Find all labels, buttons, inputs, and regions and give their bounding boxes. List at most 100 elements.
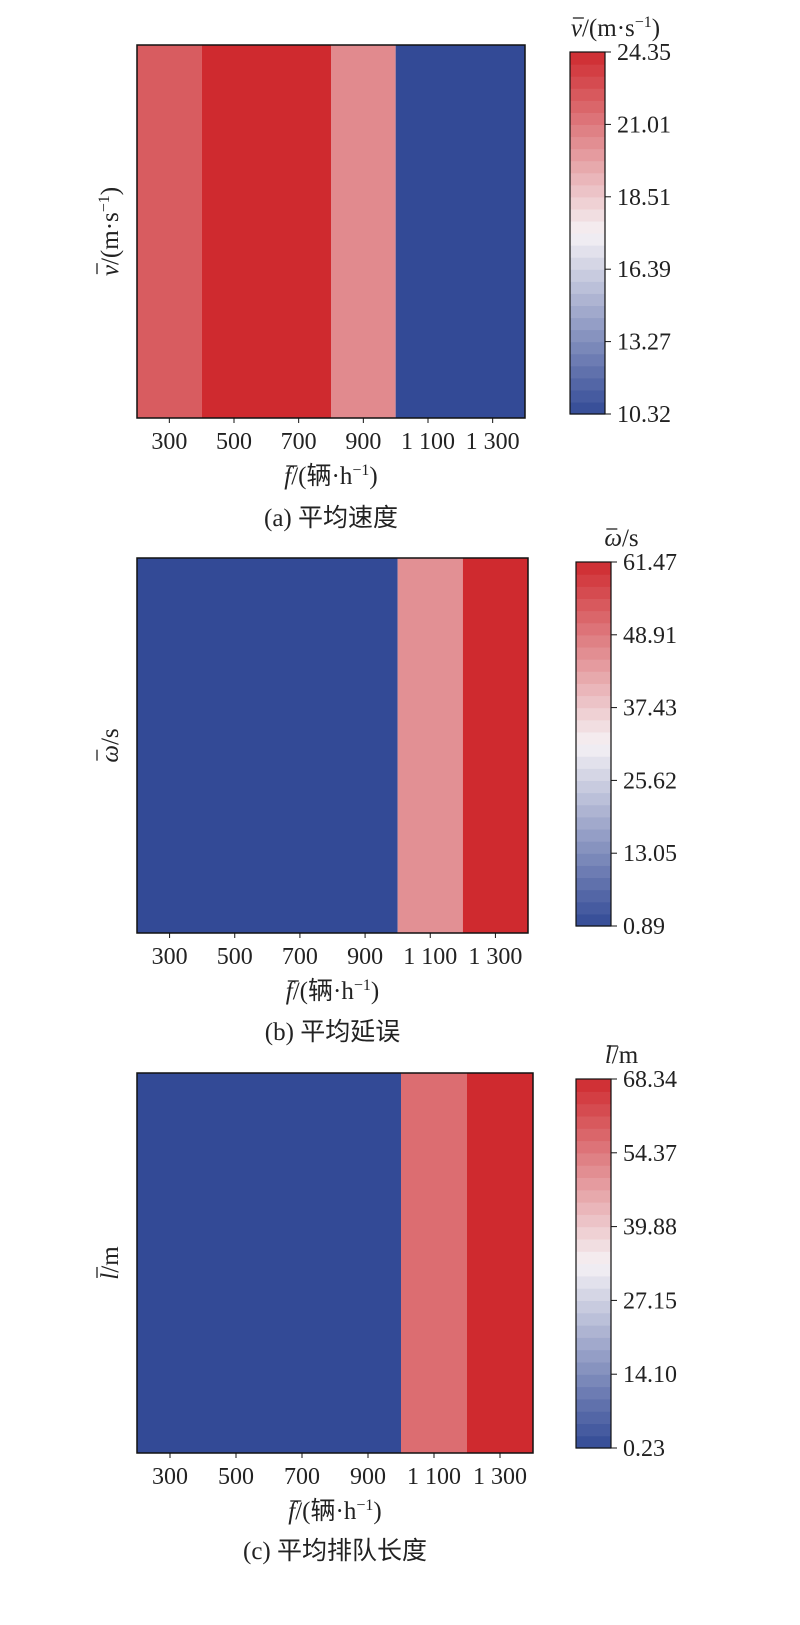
colorbar-band [570, 100, 605, 113]
colorbar-band [576, 1091, 611, 1105]
y-axis-label: ω/s [97, 728, 124, 762]
colorbar-tick-label: 14.10 [623, 1362, 677, 1388]
colorbar-band [576, 1103, 611, 1117]
x-tick-label: 300 [151, 429, 187, 455]
colorbar-tick-label: 18.51 [617, 185, 671, 211]
panel-caption: (a) 平均速度 [264, 504, 398, 532]
x-tick-label: 700 [284, 1464, 320, 1490]
x-tick-label: 1 300 [466, 429, 520, 455]
colorbar-band [576, 1238, 611, 1252]
colorbar-band [576, 756, 611, 769]
colorbar-tick-label: 13.27 [617, 330, 671, 356]
colorbar-band [570, 196, 605, 210]
colorbar-band [576, 634, 611, 648]
colorbar-band [570, 269, 605, 282]
colorbar-band [576, 1349, 611, 1363]
colorbar-tick-label: 13.05 [623, 841, 677, 867]
colorbar-band [576, 586, 611, 599]
colorbar-band [576, 913, 611, 927]
colorbar-band [576, 744, 611, 757]
heatmap-cell [397, 558, 463, 933]
colorbar-band [570, 148, 605, 162]
colorbar-band [570, 305, 605, 319]
colorbar-band [576, 622, 611, 636]
colorbar-band [570, 257, 605, 270]
colorbar-band [576, 1398, 611, 1412]
colorbar-band [576, 1079, 611, 1092]
colorbar-band [576, 1128, 611, 1142]
colorbar-tick-label: 48.91 [623, 623, 677, 649]
x-tick-label: 900 [347, 944, 383, 970]
colorbar-band [576, 1423, 611, 1437]
heatmap-cell [467, 1073, 533, 1453]
colorbar-band [570, 64, 605, 77]
colorbar-band [576, 877, 611, 891]
x-axis-label: f/(辆·h−1) [284, 462, 377, 490]
x-tick-label: 500 [216, 429, 252, 455]
colorbar-band [576, 889, 611, 903]
x-tick-label: 1 100 [407, 1464, 461, 1490]
colorbar-band [576, 1374, 611, 1388]
colorbar-band [570, 365, 605, 379]
colorbar-band [570, 389, 605, 403]
colorbar-band [576, 1263, 611, 1277]
colorbar-band [576, 1115, 611, 1129]
x-tick-label: 300 [152, 944, 188, 970]
x-tick-label: 1 100 [401, 429, 455, 455]
colorbar-band [576, 1288, 611, 1301]
colorbar-tick-label: 37.43 [623, 696, 677, 722]
colorbar-band [570, 76, 605, 89]
colorbar-band [576, 646, 611, 660]
colorbar-band [576, 1226, 611, 1240]
colorbar-tick-label: 21.01 [617, 112, 671, 138]
colorbar-tick-label: 25.62 [623, 768, 677, 794]
colorbar-band [576, 1411, 611, 1424]
x-axis-label: f/(辆·h−1) [286, 977, 379, 1005]
colorbar-band [576, 1165, 611, 1178]
x-tick-label: 1 300 [468, 944, 522, 970]
colorbar-band [576, 1325, 611, 1338]
colorbar-band [576, 768, 611, 781]
colorbar-tick-label: 27.15 [623, 1288, 677, 1314]
colorbar-band [576, 780, 611, 794]
colorbar-title: v/(m·s−1) [571, 14, 660, 42]
colorbar-band [570, 245, 605, 258]
x-tick-label: 700 [282, 944, 318, 970]
heatmap-cell [137, 45, 202, 418]
colorbar-band [576, 828, 611, 842]
panel-caption: (c) 平均排队长度 [243, 1537, 427, 1565]
heatmap-cell [201, 45, 331, 418]
plot-frame [136, 44, 526, 419]
colorbar-band [570, 160, 605, 174]
x-tick-label: 900 [350, 1464, 386, 1490]
colorbar-band [570, 377, 605, 391]
colorbar-band [576, 1140, 611, 1154]
colorbar-tick-label: 24.35 [617, 40, 671, 66]
colorbar-band [576, 695, 611, 709]
colorbar-band [570, 329, 605, 343]
colorbar-tick-label: 68.34 [623, 1067, 677, 1093]
colorbar-band [576, 804, 611, 818]
colorbar-tick-label: 0.89 [623, 914, 665, 940]
heatmap-panel-1: 300 500 700 900 1 100 1 300 f/(辆·h−1) v/(m·s−1)… [96, 14, 671, 532]
x-tick-label: 1 300 [473, 1464, 527, 1490]
heatmap-cell [395, 45, 525, 418]
colorbar-tick-label: 61.47 [623, 550, 677, 576]
colorbar-title: l/m [605, 1042, 639, 1069]
heatmap-cell [331, 45, 396, 418]
x-tick-label: 700 [281, 429, 317, 455]
colorbar-band [576, 1202, 611, 1215]
colorbar-band [570, 112, 605, 125]
colorbar-band [576, 901, 611, 915]
colorbar-band [576, 1337, 611, 1351]
colorbar-band [570, 317, 605, 331]
x-tick-label: 900 [345, 429, 381, 455]
colorbar-frame [569, 51, 606, 415]
colorbar-band [570, 341, 605, 355]
colorbar-tick-label: 10.32 [617, 402, 671, 428]
colorbar-band [570, 184, 605, 198]
colorbar-band [576, 707, 611, 721]
heatmap-panel-2: 300 500 700 900 1 100 1 300 f/(辆·h−1) ω/s (b) 平均… [96, 525, 677, 1046]
colorbar-band [576, 841, 611, 854]
